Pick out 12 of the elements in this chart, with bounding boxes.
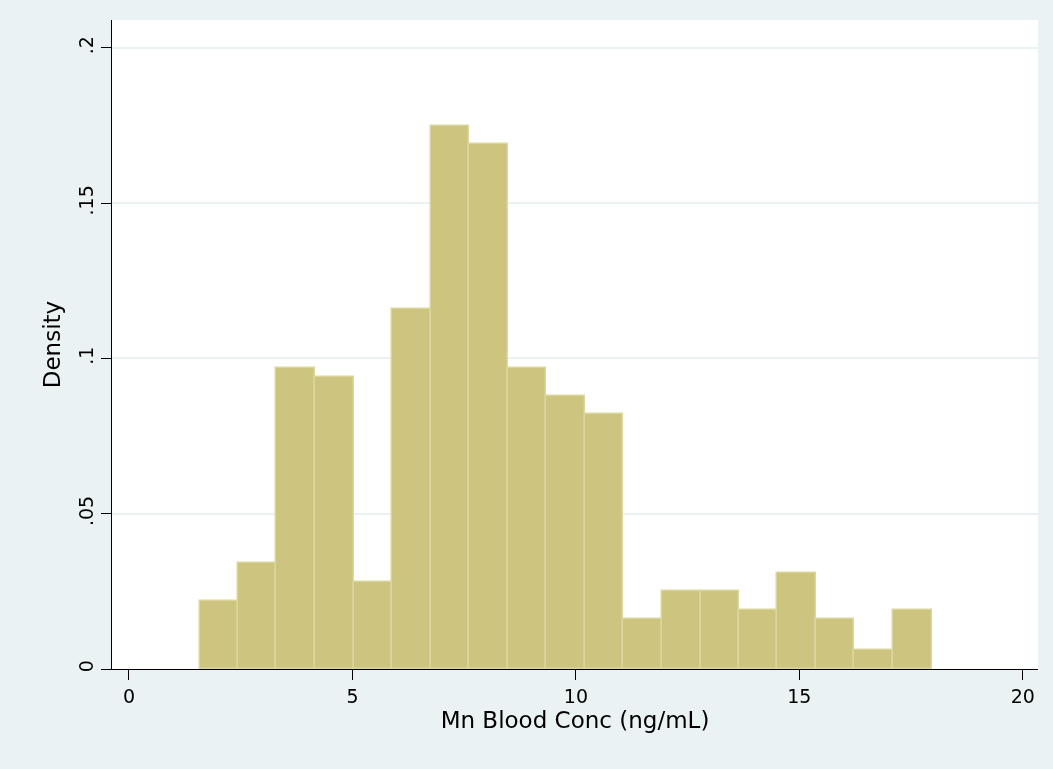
y-tick-label: .15 — [75, 185, 98, 216]
y-tick-label: 0 — [75, 660, 98, 673]
x-tick-label: 5 — [346, 684, 359, 707]
y-tick-label: .1 — [75, 346, 98, 365]
x-tick-label: 0 — [122, 684, 136, 707]
y-tick-label: .05 — [75, 495, 98, 526]
x-tick-label: 20 — [1010, 684, 1035, 707]
x-tick-label: 15 — [787, 684, 812, 707]
y-axis-title: Density — [38, 300, 65, 389]
x-axis-title: Mn Blood Conc (ng/mL) — [440, 706, 710, 733]
x-tick-label: 10 — [563, 684, 588, 707]
y-tick-label: .2 — [75, 36, 98, 55]
